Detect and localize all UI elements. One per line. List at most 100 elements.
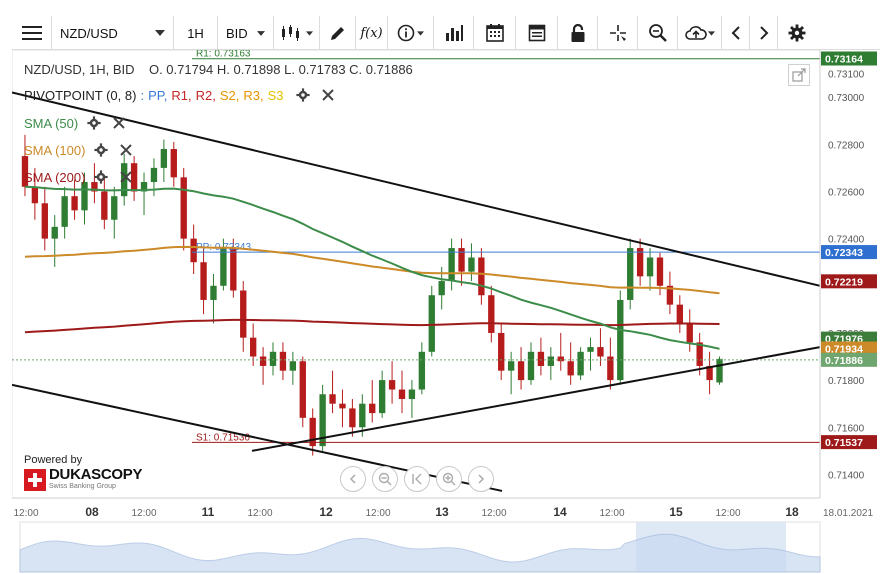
price-tick-label: 0.72400 — [828, 235, 865, 246]
calendar-icon — [485, 24, 504, 42]
candle — [706, 351, 713, 395]
zoom-button[interactable] — [638, 16, 678, 50]
price-axis: 0.731000.730000.728000.726000.724000.720… — [819, 50, 877, 498]
candle — [180, 167, 187, 251]
ohlc-legend: NZD/USD, 1H, BID O. 0.71794 H. 0.71898 L… — [24, 62, 417, 77]
candle — [567, 342, 574, 385]
pivot-remove-button[interactable] — [319, 86, 337, 104]
reset-icon — [412, 473, 422, 485]
time-tick-label: 12:00 — [13, 508, 38, 519]
chart-area[interactable]: R1: 0.73163 PP: 0.72343 S1: 0.71536 0.7310… — [12, 50, 880, 574]
chevron-down-icon — [155, 30, 165, 36]
side-selector[interactable]: BID — [218, 16, 274, 50]
candle — [418, 342, 426, 395]
candle — [170, 141, 177, 187]
price-tag-label: 0.73164 — [825, 53, 863, 65]
price-tag: 0.72343 — [821, 245, 877, 260]
chart-toolbar: NZD/USD 1H BID f(x) — [12, 16, 880, 50]
time-tick-label: 18.01.2021 — [823, 508, 873, 519]
price-tag: 0.71934 — [821, 341, 877, 356]
calendar-button[interactable] — [474, 16, 516, 50]
sma200-settings-button[interactable] — [92, 168, 110, 186]
scroll-back-button[interactable] — [340, 466, 366, 492]
sma200-label: SMA (200) — [24, 169, 86, 185]
function-icon: f(x) — [360, 25, 383, 41]
scroll-left-button[interactable] — [722, 16, 750, 50]
scroll-right-button[interactable] — [750, 16, 778, 50]
candle — [507, 351, 515, 395]
menu-button[interactable] — [12, 16, 52, 50]
candle — [448, 238, 455, 291]
chevron-down-icon — [306, 30, 313, 36]
sma100-remove-button[interactable] — [117, 141, 135, 159]
indicators-button[interactable]: f(x) — [356, 16, 388, 50]
expand-button[interactable] — [788, 64, 810, 86]
navigator-area — [19, 533, 821, 573]
volume-button[interactable] — [434, 16, 474, 50]
time-tick-label: 12 — [319, 505, 333, 519]
close-icon — [113, 117, 125, 129]
candle — [646, 248, 654, 291]
sma50-remove-button[interactable] — [110, 114, 128, 132]
candle — [71, 179, 78, 220]
price-tag-label: 0.71934 — [825, 344, 863, 356]
scroll-forward-button[interactable] — [468, 466, 494, 492]
time-axis: 12:00 08 12:00 11 12:00 12 12:00 13 12:00 14 12:00… — [12, 497, 873, 519]
pivot-separator: : — [140, 87, 145, 103]
lock-icon — [571, 23, 584, 42]
candle — [51, 215, 58, 267]
navigator — [19, 521, 821, 573]
brand-name: DUKASCOPY — [49, 466, 143, 483]
gear-icon — [94, 170, 109, 184]
time-tick-label: 12:00 — [481, 508, 506, 519]
time-tick-label: 11 — [202, 505, 215, 519]
candle — [210, 274, 217, 324]
sma50-settings-button[interactable] — [85, 114, 103, 132]
settings-button[interactable] — [778, 16, 816, 50]
expand-icon — [792, 68, 806, 82]
symbol-selector[interactable]: NZD/USD — [52, 16, 174, 50]
chart-nav-controls — [340, 466, 494, 492]
sma200-remove-button[interactable] — [117, 168, 135, 186]
candle — [478, 248, 485, 305]
layout-button[interactable] — [516, 16, 558, 50]
candle — [557, 332, 564, 371]
crosshair-button[interactable] — [598, 16, 638, 50]
candle — [349, 398, 356, 437]
candle — [81, 172, 88, 225]
candle — [577, 347, 584, 381]
chart-type-button[interactable] — [274, 16, 320, 50]
price-tag-label: 0.72219 — [825, 276, 863, 288]
r1-level-label: R1: 0.73163 — [196, 50, 251, 60]
zoom-out-icon — [378, 472, 392, 486]
candle — [21, 134, 29, 197]
candle — [41, 186, 48, 251]
gear-icon — [296, 88, 311, 102]
candle — [299, 356, 306, 428]
cloud-upload-icon — [684, 26, 707, 40]
pivot-settings-button[interactable] — [294, 86, 312, 104]
candle — [527, 342, 535, 385]
candle — [517, 347, 525, 390]
drawing-tools-button[interactable] — [320, 16, 356, 50]
candle — [61, 186, 68, 239]
candle — [458, 238, 465, 286]
gear-icon — [94, 143, 109, 157]
lock-button[interactable] — [558, 16, 598, 50]
sma100-settings-button[interactable] — [92, 141, 110, 159]
sma100-legend: SMA (100) — [24, 141, 139, 159]
candle — [269, 342, 277, 376]
gear-icon — [788, 24, 806, 42]
zoom-in-button[interactable] — [436, 466, 462, 492]
timeframe-selector[interactable]: 1H — [174, 16, 218, 50]
reset-button[interactable] — [404, 466, 430, 492]
candles-icon — [282, 25, 299, 41]
zoom-out-button[interactable] — [372, 466, 398, 492]
candle — [398, 370, 406, 414]
cloud-button[interactable] — [678, 16, 722, 50]
candle — [408, 380, 416, 418]
time-tick-label: 12:00 — [131, 508, 156, 519]
candle — [587, 337, 594, 371]
info-button[interactable] — [388, 16, 434, 50]
